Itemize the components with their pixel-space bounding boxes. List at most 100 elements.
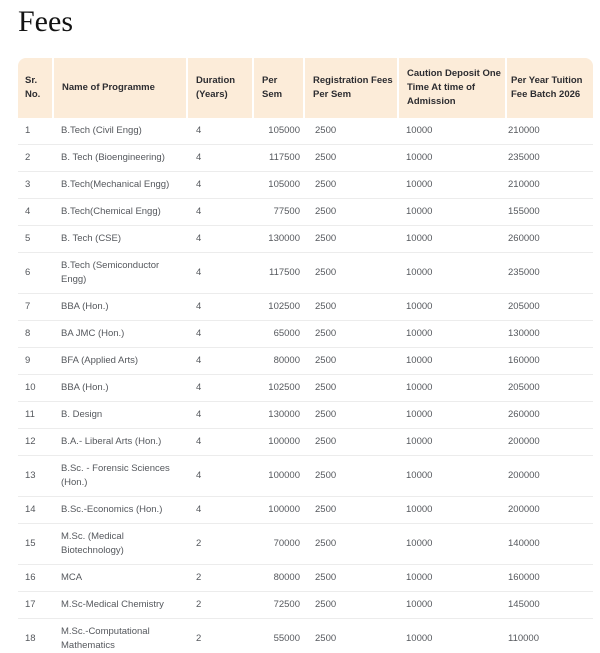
table-row: 9 BFA (Applied Arts) 4 80000 2500 10000 160000 xyxy=(18,348,593,375)
cell-name: BBA (Hon.) xyxy=(52,375,186,402)
cell-duration: 4 xyxy=(186,375,252,402)
cell-duration: 4 xyxy=(186,172,252,199)
cell-sr: 8 xyxy=(18,321,52,348)
cell-caution: 10000 xyxy=(397,294,505,321)
cell-per_sem: 102500 xyxy=(252,294,303,321)
cell-sr: 18 xyxy=(18,619,52,653)
cell-per_sem: 100000 xyxy=(252,497,303,524)
table-row: 1 B.Tech (Civil Engg) 4 105000 2500 10000 2100… xyxy=(18,118,593,145)
table-row: 10 BBA (Hon.) 4 102500 2500 10000 205000 xyxy=(18,375,593,402)
cell-per_year: 235000 xyxy=(505,253,593,294)
cell-registration: 2500 xyxy=(303,172,397,199)
cell-caution: 10000 xyxy=(397,348,505,375)
cell-sr: 17 xyxy=(18,592,52,619)
cell-per_sem: 55000 xyxy=(252,619,303,653)
cell-caution: 10000 xyxy=(397,456,505,497)
cell-name: B.Tech (Civil Engg) xyxy=(52,118,186,145)
cell-caution: 10000 xyxy=(397,429,505,456)
cell-per_year: 160000 xyxy=(505,348,593,375)
cell-sr: 9 xyxy=(18,348,52,375)
cell-duration: 4 xyxy=(186,226,252,253)
cell-per_sem: 100000 xyxy=(252,429,303,456)
cell-caution: 10000 xyxy=(397,565,505,592)
cell-registration: 2500 xyxy=(303,592,397,619)
cell-name: B.Tech(Chemical Engg) xyxy=(52,199,186,226)
cell-sr: 12 xyxy=(18,429,52,456)
cell-duration: 2 xyxy=(186,524,252,565)
cell-duration: 4 xyxy=(186,145,252,172)
cell-duration: 4 xyxy=(186,253,252,294)
cell-per_year: 205000 xyxy=(505,294,593,321)
cell-per_sem: 130000 xyxy=(252,402,303,429)
cell-sr: 16 xyxy=(18,565,52,592)
cell-per_year: 210000 xyxy=(505,118,593,145)
cell-per_sem: 80000 xyxy=(252,565,303,592)
cell-caution: 10000 xyxy=(397,402,505,429)
fees-table-container: Sr. No. Name of Programme Duration (Years)… xyxy=(18,58,593,653)
cell-registration: 2500 xyxy=(303,321,397,348)
cell-per_sem: 117500 xyxy=(252,253,303,294)
cell-registration: 2500 xyxy=(303,497,397,524)
table-row: 7 BBA (Hon.) 4 102500 2500 10000 205000 xyxy=(18,294,593,321)
cell-registration: 2500 xyxy=(303,118,397,145)
cell-duration: 4 xyxy=(186,402,252,429)
cell-per_year: 210000 xyxy=(505,172,593,199)
cell-caution: 10000 xyxy=(397,172,505,199)
cell-per_year: 200000 xyxy=(505,456,593,497)
cell-sr: 1 xyxy=(18,118,52,145)
cell-duration: 4 xyxy=(186,429,252,456)
cell-duration: 2 xyxy=(186,565,252,592)
cell-name: M.Sc. (Medical Biotechnology) xyxy=(52,524,186,565)
column-header-per_year: Per Year Tuition Fee Batch 2026 xyxy=(505,58,593,118)
cell-sr: 3 xyxy=(18,172,52,199)
table-row: 4 B.Tech(Chemical Engg) 4 77500 2500 10000 155… xyxy=(18,199,593,226)
cell-per_year: 130000 xyxy=(505,321,593,348)
cell-caution: 10000 xyxy=(397,226,505,253)
cell-duration: 4 xyxy=(186,497,252,524)
cell-caution: 10000 xyxy=(397,118,505,145)
cell-per_sem: 117500 xyxy=(252,145,303,172)
fees-table-body: 1 B.Tech (Civil Engg) 4 105000 2500 10000 2100… xyxy=(18,118,593,653)
table-row: 3 B.Tech(Mechanical Engg) 4 105000 2500 10000… xyxy=(18,172,593,199)
cell-per_sem: 130000 xyxy=(252,226,303,253)
cell-name: B. Design xyxy=(52,402,186,429)
cell-per_year: 200000 xyxy=(505,429,593,456)
cell-registration: 2500 xyxy=(303,375,397,402)
cell-name: BFA (Applied Arts) xyxy=(52,348,186,375)
cell-name: B. Tech (Bioengineering) xyxy=(52,145,186,172)
cell-registration: 2500 xyxy=(303,429,397,456)
cell-name: B.A.- Liberal Arts (Hon.) xyxy=(52,429,186,456)
cell-per_sem: 65000 xyxy=(252,321,303,348)
cell-per_sem: 105000 xyxy=(252,118,303,145)
cell-per_year: 110000 xyxy=(505,619,593,653)
cell-registration: 2500 xyxy=(303,565,397,592)
cell-name: M.Sc.-Computational Mathematics xyxy=(52,619,186,653)
cell-sr: 13 xyxy=(18,456,52,497)
table-row: 12 B.A.- Liberal Arts (Hon.) 4 100000 2500 10… xyxy=(18,429,593,456)
column-header-duration: Duration (Years) xyxy=(186,58,252,118)
cell-duration: 4 xyxy=(186,118,252,145)
table-row: 11 B. Design 4 130000 2500 10000 260000 xyxy=(18,402,593,429)
cell-duration: 4 xyxy=(186,348,252,375)
cell-caution: 10000 xyxy=(397,253,505,294)
cell-registration: 2500 xyxy=(303,524,397,565)
table-row: 6 B.Tech (Semiconductor Engg) 4 117500 2500 1… xyxy=(18,253,593,294)
column-header-name: Name of Programme xyxy=(52,58,186,118)
table-row: 13 B.Sc. - Forensic Sciences (Hon.) 4 10000… xyxy=(18,456,593,497)
cell-per_sem: 102500 xyxy=(252,375,303,402)
cell-per_year: 160000 xyxy=(505,565,593,592)
table-row: 17 M.Sc-Medical Chemistry 2 72500 2500 10000 1… xyxy=(18,592,593,619)
column-header-caution: Caution Deposit One Time At time of Admi… xyxy=(397,58,505,118)
cell-duration: 4 xyxy=(186,294,252,321)
cell-per_year: 140000 xyxy=(505,524,593,565)
cell-duration: 4 xyxy=(186,321,252,348)
cell-per_year: 155000 xyxy=(505,199,593,226)
table-row: 16 MCA 2 80000 2500 10000 160000 xyxy=(18,565,593,592)
cell-per_year: 145000 xyxy=(505,592,593,619)
cell-caution: 10000 xyxy=(397,375,505,402)
cell-sr: 5 xyxy=(18,226,52,253)
table-row: 15 M.Sc. (Medical Biotechnology) 2 70000 250… xyxy=(18,524,593,565)
table-row: 18 M.Sc.-Computational Mathematics 2 55000 2… xyxy=(18,619,593,653)
cell-duration: 4 xyxy=(186,199,252,226)
